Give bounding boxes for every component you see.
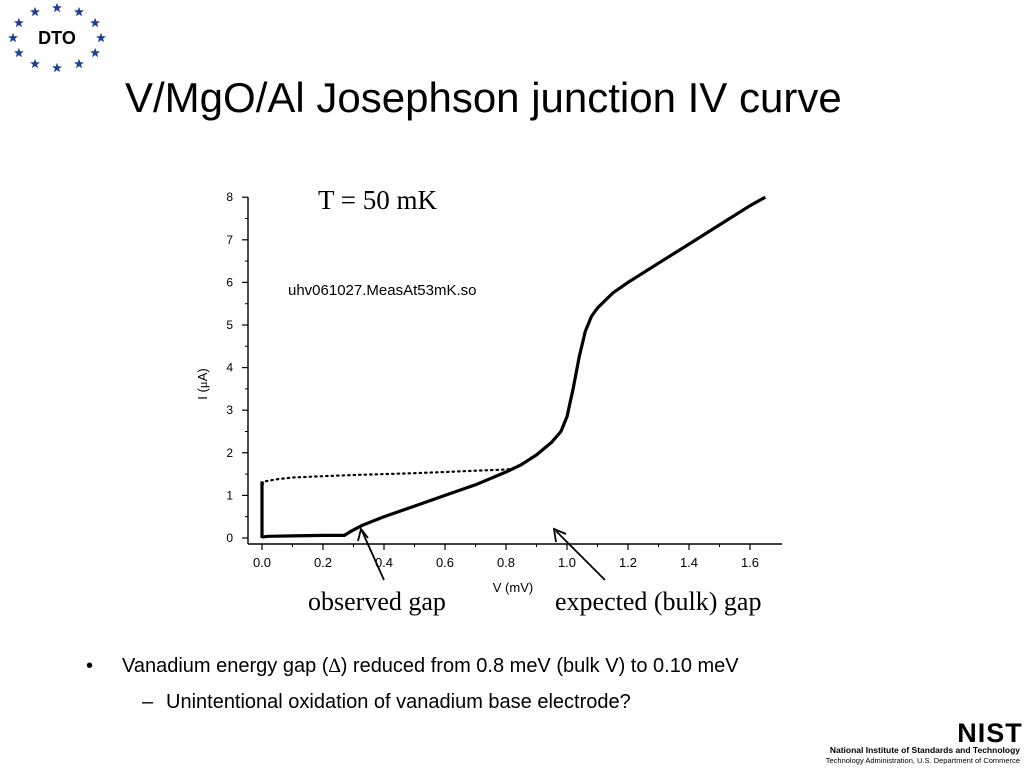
x-tick-label: 1.4: [680, 555, 698, 570]
logo-star-icon: [13, 47, 24, 58]
logo-text: DTO: [38, 28, 76, 48]
logo-star-icon: [90, 17, 101, 28]
y-tick-label: 2: [226, 446, 233, 460]
sub-bullet-text: Unintentional oxidation of vanadium base…: [166, 691, 631, 713]
logo-star-icon: [30, 6, 40, 17]
y-tick-label: 8: [226, 190, 233, 204]
logo-star-icon: [74, 6, 84, 17]
nist-name: National Institute of Standards and Tech…: [829, 745, 1020, 755]
expected-gap-label: expected (bulk) gap: [555, 587, 761, 616]
logo-stars: [8, 2, 106, 73]
y-tick-label: 7: [226, 233, 233, 247]
logo-star-icon: [8, 32, 18, 43]
y-tick-label: 5: [226, 318, 233, 332]
x-tick-label: 0.4: [375, 555, 393, 570]
bullet-marker: •: [86, 655, 94, 677]
logo-star-icon: [52, 62, 62, 73]
logo-star-icon: [52, 2, 62, 13]
observed-gap-arrow: [357, 526, 385, 581]
x-tick-label: 1.6: [741, 555, 759, 570]
y-tick-label: 0: [226, 531, 233, 545]
logo-star-icon: [74, 58, 84, 69]
dto-logo: DTO: [8, 2, 106, 73]
x-tick-label: 1.2: [619, 555, 637, 570]
nist-department: Technology Administration, U.S. Departme…: [825, 756, 1020, 765]
file-label: uhv061027.MeasAt53mK.so: [288, 282, 476, 299]
x-tick-label: 1.0: [558, 555, 576, 570]
curves: [260, 195, 767, 539]
y-tick-label: 1: [226, 488, 233, 502]
y-tick-label: 6: [226, 275, 233, 289]
x-axis-label: V (mV): [493, 580, 533, 595]
page-title: V/MgO/Al Josephson junction IV curve: [125, 74, 842, 121]
logo-star-icon: [96, 32, 106, 43]
bullet-text: Vanadium energy gap (∆) reduced from 0.8…: [122, 655, 739, 677]
iv-curve-dotted-branch: [260, 467, 514, 486]
x-tick-label: 0.2: [314, 555, 332, 570]
expected-gap-arrow: [552, 527, 606, 581]
y-tick-label: 3: [226, 403, 233, 417]
iv-curve-line: [261, 195, 767, 539]
sub-bullet-marker: –: [142, 691, 154, 713]
logo-star-icon: [13, 17, 24, 28]
svg-text:NIST: NIST: [958, 718, 1022, 746]
temperature-label: T = 50 mK: [318, 185, 437, 215]
observed-gap-label: observed gap: [308, 587, 446, 616]
y-axis-label: I (μA): [195, 368, 210, 400]
logo-star-icon: [30, 58, 40, 69]
x-tick-label: 0.8: [497, 555, 515, 570]
y-tick-label: 4: [226, 361, 233, 375]
nist-logo: NIST: [958, 718, 1022, 746]
y-ticks: 0 1 2 3 4 5 6 7 8: [226, 190, 248, 545]
x-ticks: 0.0 0.2 0.4 0.6 0.8 1.0 1.2 1.4 1.6: [253, 544, 759, 570]
logo-star-icon: [90, 47, 101, 58]
x-tick-label: 0.6: [436, 555, 454, 570]
x-tick-label: 0.0: [253, 555, 271, 570]
